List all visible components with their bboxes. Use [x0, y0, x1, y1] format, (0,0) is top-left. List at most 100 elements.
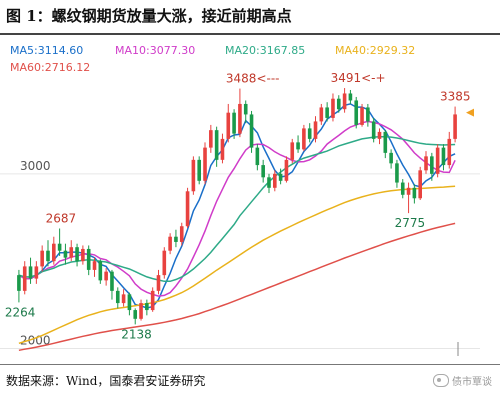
candle-body: [57, 243, 62, 251]
candle-body: [168, 236, 172, 251]
candle-body: [139, 303, 143, 319]
candle-body: [243, 103, 248, 115]
candle-body: [348, 93, 353, 101]
candle-body: [86, 248, 91, 270]
y-tick-label: 3000: [20, 159, 51, 173]
bottom-divider: [0, 364, 500, 365]
candle-body: [22, 266, 27, 291]
candle-body: [226, 112, 231, 139]
candle-body: [214, 130, 219, 160]
candle-body: [209, 130, 213, 148]
annotation-label: 2264: [5, 305, 36, 319]
candle-body: [406, 187, 411, 195]
series-line-ma10: [18, 120, 456, 297]
candle-body: [441, 147, 446, 166]
candle-body: [203, 147, 207, 181]
candle-body: [238, 103, 242, 134]
candle-body: [267, 177, 271, 188]
candle-body: [127, 294, 132, 311]
source-note: 数据来源：Wind，国泰君安证券研究: [6, 374, 206, 388]
title-divider: [0, 33, 500, 35]
candle-body: [255, 147, 260, 166]
candle-body: [63, 250, 68, 258]
legend-ma10: MA10:3077.30: [115, 44, 196, 57]
candle-body: [92, 261, 97, 270]
wechat-icon: [433, 374, 449, 387]
candle-body: [354, 100, 359, 125]
candle-body: [447, 138, 452, 166]
candle-body: [75, 247, 79, 262]
candle-body: [156, 275, 161, 291]
candle-body: [261, 165, 265, 178]
candle-body: [313, 121, 318, 139]
candle-body: [162, 250, 167, 276]
last-price-marker: [466, 108, 474, 117]
candlestick-chart: 2000 3000 2687 2264 2138 3488<--- 3491<-+ 2775 3…: [0, 71, 480, 356]
candle-body: [395, 163, 399, 183]
candle-body: [174, 236, 178, 242]
candle-body: [51, 243, 56, 262]
annotation-label: 3491<-+: [331, 71, 386, 85]
candle-body: [121, 294, 126, 304]
annotation-label: 3488<---: [226, 72, 280, 86]
candle-body: [453, 114, 457, 139]
candle-body: [430, 156, 434, 174]
legend-ma20: MA20:3167.85: [225, 44, 306, 57]
candle-body: [232, 112, 236, 134]
candle-body: [191, 159, 196, 192]
candle-body: [435, 147, 440, 174]
candle-body: [28, 266, 33, 279]
candle-body: [290, 142, 295, 160]
candle-body: [336, 98, 341, 110]
candle-body: [110, 271, 114, 291]
watermark-text: 债市覃谈: [452, 377, 492, 388]
figure-title: 图 1：螺纹钢期货放量大涨，接近前期高点: [6, 7, 292, 25]
legend-ma5: MA5:3114.60: [10, 44, 84, 57]
legend-ma40: MA40:2929.32: [335, 44, 416, 57]
candle-body: [17, 275, 21, 291]
candle-body: [342, 93, 347, 110]
candle-body: [197, 159, 202, 181]
candle-body: [249, 114, 254, 148]
candle-body: [272, 173, 277, 188]
series-line-ma60: [18, 222, 456, 352]
candle-body: [366, 107, 370, 122]
candle-body: [424, 156, 428, 171]
series-line-ma5: [18, 103, 456, 309]
candle-body: [278, 173, 283, 181]
candle-body: [389, 152, 393, 164]
candle-body: [69, 247, 74, 258]
candle-body: [185, 191, 190, 227]
candle-body: [46, 250, 50, 262]
candle-body: [418, 170, 423, 199]
watermark: 债市覃谈: [433, 373, 492, 388]
candle-body: [220, 138, 225, 160]
candle-body: [284, 159, 289, 181]
candle-body: [325, 107, 329, 118]
candle-body: [296, 142, 300, 150]
candle-body: [383, 131, 388, 153]
annotation-label: 2687: [46, 211, 77, 225]
candle-body: [40, 250, 44, 267]
candle-body: [360, 107, 364, 125]
candle-body: [98, 261, 103, 281]
candle-body: [377, 131, 382, 139]
legend-ma60: MA60:2716.12: [10, 61, 91, 74]
candle-body: [319, 107, 324, 122]
series-line-ma20: [18, 136, 456, 283]
candle-body: [371, 121, 376, 139]
candle-body: [104, 271, 108, 281]
candle-body: [81, 248, 85, 262]
candle-body: [115, 290, 120, 304]
candle-body: [145, 303, 149, 311]
candle-body: [133, 310, 138, 319]
candle-body: [400, 182, 405, 195]
annotation-label: 3385: [440, 90, 471, 104]
candle-body: [150, 290, 155, 311]
candle-body: [302, 128, 306, 150]
series-line-ma40: [18, 185, 456, 345]
annotation-label: 2775: [395, 216, 426, 230]
candle-body: [34, 266, 39, 279]
candle-body: [331, 98, 335, 118]
candle-body: [307, 128, 312, 139]
